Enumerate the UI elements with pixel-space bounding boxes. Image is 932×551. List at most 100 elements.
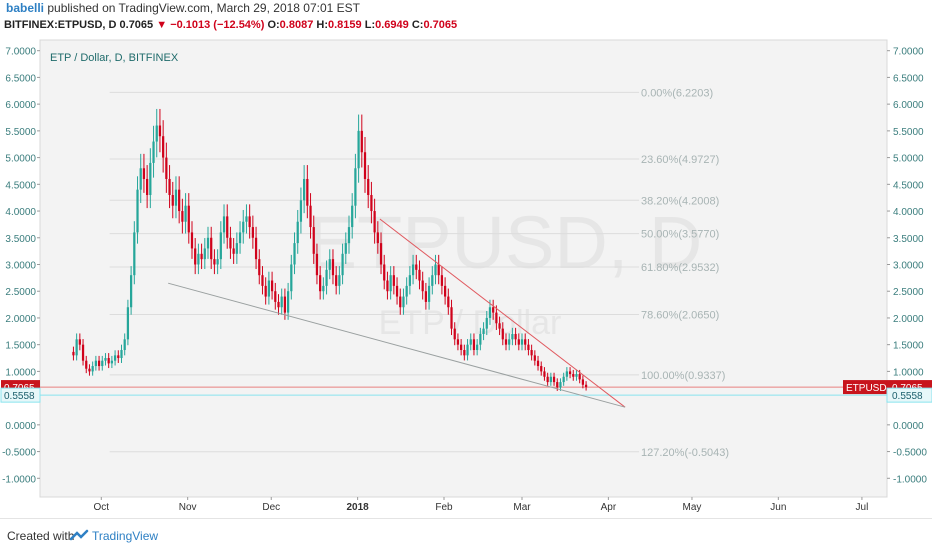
y-tick-label-right: 4.5000 [893, 180, 924, 191]
close-label: C: [411, 19, 424, 31]
candle-body [242, 221, 245, 233]
candlestick-chart[interactable]: ETPUSD, D ETP / Dollar 0.00%(6.2203) 23.60%… [0, 0, 932, 518]
x-tick-label: Jun [770, 502, 786, 513]
candle-body [395, 285, 399, 297]
candle-body [338, 275, 341, 286]
chart-title: ETP / Dollar, D, BITFINEX [50, 52, 179, 64]
candle-body [540, 366, 543, 372]
candle-body [344, 243, 347, 254]
y-tick-label-right: 0.0000 [893, 421, 924, 432]
candle-body [543, 371, 546, 377]
y-tick-label-left: 4.0000 [5, 207, 36, 218]
candle-body [383, 264, 386, 281]
x-tick-label: Jul [856, 502, 869, 513]
candle-body [312, 227, 315, 254]
candle-body [552, 376, 556, 383]
candle-body [411, 264, 415, 276]
candle-body [482, 328, 485, 334]
candle-body [434, 264, 437, 276]
x-tick-label: Feb [435, 502, 453, 513]
candle-body [335, 275, 338, 286]
candle-body [206, 237, 210, 249]
candle-body [303, 178, 306, 201]
candle-body [229, 237, 232, 249]
candle-body [81, 344, 85, 361]
y-tick-label-right: -0.5000 [893, 448, 927, 459]
publish-info: published on TradingView.com, March 29, … [47, 1, 360, 15]
series-tag [843, 380, 887, 395]
candle-body [354, 168, 357, 206]
candle-body [139, 168, 142, 190]
candle-body [453, 328, 456, 340]
candle-body [581, 379, 585, 385]
candle-body [290, 264, 293, 292]
candle-body [520, 339, 524, 345]
candle-body [357, 130, 360, 169]
candle-body [578, 374, 581, 380]
candle-body [347, 227, 351, 244]
candle-body [370, 195, 373, 212]
high-value: 0.8159 [328, 19, 362, 31]
candle-body [568, 371, 572, 375]
y-tick-label-right: 7.0000 [893, 47, 924, 58]
candle-body [222, 216, 226, 233]
candle-body [286, 291, 290, 313]
candle-body [178, 189, 181, 212]
candle-body [405, 285, 408, 297]
candle-body [546, 376, 549, 383]
author-username[interactable]: babelli [6, 1, 45, 15]
candle-body [200, 253, 203, 260]
y-tick-label-right: 2.5000 [893, 287, 924, 298]
candle-body [524, 339, 527, 345]
candle-body [264, 285, 267, 297]
candle-body [210, 237, 213, 260]
y-tick-label-right: 2.0000 [893, 314, 924, 325]
candle-body [136, 189, 139, 233]
open-label: O: [267, 19, 280, 31]
candle-body [527, 344, 530, 351]
candle-body [456, 339, 460, 345]
symbol-label: BITFINEX:ETPUSD, D [4, 19, 117, 31]
y-tick-label-left: 1.5000 [5, 341, 36, 352]
y-tick-label-left: 2.0000 [5, 314, 36, 325]
low-label: L: [364, 19, 376, 31]
candle-body [511, 333, 514, 340]
candle-body [254, 237, 258, 260]
candle-body [479, 333, 482, 345]
price-tag-left [0, 387, 41, 403]
candle-body [488, 307, 492, 318]
candle-body [293, 243, 296, 265]
candle-body [296, 221, 299, 244]
y-tick-label-left: 5.5000 [5, 127, 36, 138]
y-tick-label-right: 1.5000 [893, 341, 924, 352]
candle-body [562, 376, 565, 383]
candle-body [584, 384, 588, 388]
fib-level-label: 0.00%(6.2203) [641, 87, 713, 99]
candle-body [501, 328, 504, 340]
candle-body [306, 178, 309, 206]
candle-body [126, 307, 130, 340]
candle-body [517, 339, 520, 345]
candle-body [155, 125, 158, 142]
y-tick-label-right: 6.5000 [893, 73, 924, 84]
ohlc-line: BITFINEX:ETPUSD, D 0.7065 ▼ −0.1013 (−12… [4, 19, 457, 31]
tradingview-link[interactable]: TradingView [92, 529, 159, 543]
open-value: 0.8087 [279, 19, 314, 31]
candle-body [325, 269, 328, 286]
candle-body [133, 232, 136, 276]
y-tick-label-left: 6.5000 [5, 73, 36, 84]
candle-body [536, 360, 540, 367]
candle-body [251, 227, 254, 238]
x-tick-label: Mar [513, 502, 531, 513]
y-tick-label-right: -1.0000 [893, 474, 927, 485]
candle-body [78, 339, 81, 345]
candle-body [184, 205, 187, 222]
candle-body [123, 339, 126, 351]
candle-body [238, 232, 242, 244]
candle-body [367, 178, 370, 196]
high-label: H: [316, 19, 328, 31]
candle-body [88, 368, 91, 372]
candle-body [431, 275, 434, 286]
candle-body [174, 189, 178, 206]
tradingview-logo-icon [70, 529, 89, 541]
